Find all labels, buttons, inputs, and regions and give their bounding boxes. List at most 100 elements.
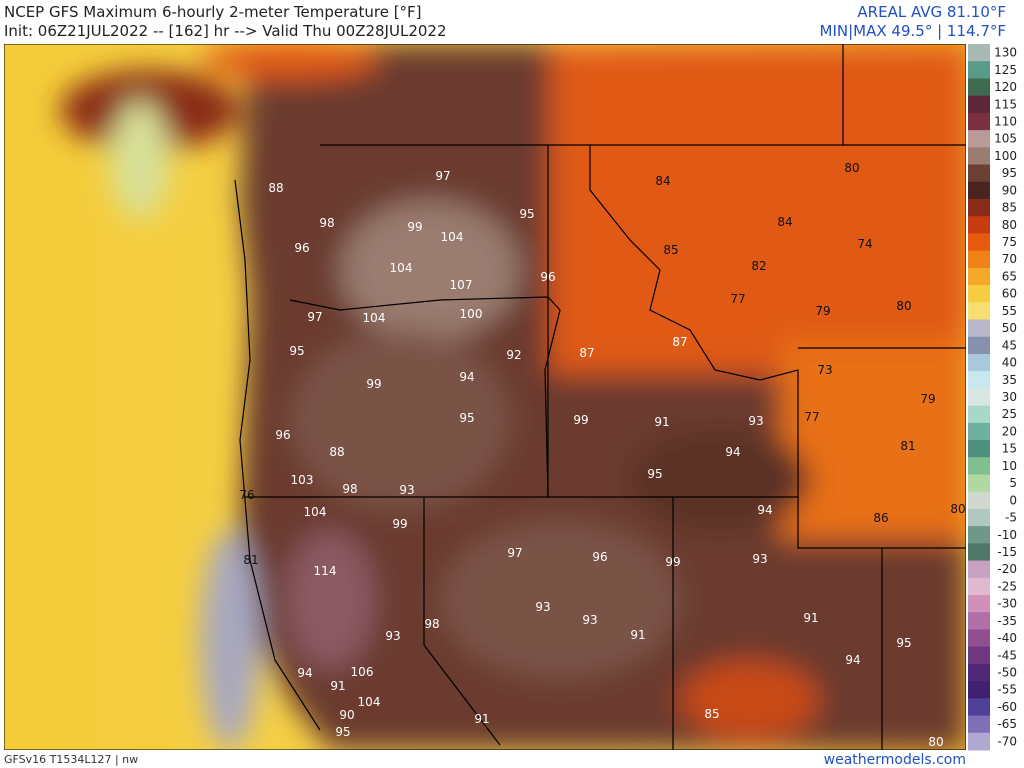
colorbar: 1301251201151101051009590858075706560555… (968, 44, 1017, 751)
temperature-label: 96 (294, 241, 309, 255)
temperature-label: 94 (297, 666, 312, 680)
temperature-label: 93 (385, 629, 400, 643)
temperature-label: 84 (777, 215, 792, 229)
colorbar-swatch (968, 164, 990, 183)
colorbar-swatch (968, 285, 990, 303)
colorbar-label: 5 (1009, 476, 1017, 490)
colorbar-label: 110 (994, 114, 1017, 128)
colorbar-swatch (968, 474, 990, 493)
temperature-label: 99 (407, 220, 422, 234)
temperature-label: 74 (857, 237, 872, 251)
temperature-label: 99 (665, 555, 680, 569)
temperature-label: 97 (307, 310, 322, 324)
temperature-label: 88 (329, 445, 344, 459)
temperature-label: 104 (304, 505, 327, 519)
colorbar-swatch (968, 95, 990, 114)
colorbar-label: 45 (1002, 338, 1017, 352)
model-info: GFSv16 T1534L127 | nw (4, 753, 138, 766)
colorbar-swatch (968, 112, 990, 131)
temperature-label: 106 (351, 665, 374, 679)
temperature-label: 98 (319, 216, 334, 230)
site-link[interactable]: weathermodels.com (824, 752, 966, 768)
init-line: Init: 06Z21JUL2022 -- [162] hr --> Valid… (4, 22, 447, 40)
temperature-label: 96 (592, 550, 607, 564)
temperature-label: 88 (268, 181, 283, 195)
temperature-label: 93 (535, 600, 550, 614)
temperature-label: 80 (928, 735, 943, 749)
colorbar-label: 40 (1002, 356, 1017, 370)
colorbar-swatch (968, 543, 990, 562)
temperature-label: 93 (582, 613, 597, 627)
borders (234, 44, 966, 750)
colorbar-swatch (968, 250, 990, 269)
temperature-label: 76 (239, 488, 254, 502)
colorbar-label: 75 (1002, 235, 1017, 249)
colorbar-label: 90 (1002, 183, 1017, 197)
temperature-label: 86 (873, 511, 888, 525)
temperature-label: 107 (450, 278, 473, 292)
temperature-label: 91 (330, 679, 345, 693)
temperature-label: 95 (896, 636, 911, 650)
temperature-label: 98 (424, 617, 439, 631)
colorbar-label: 25 (1002, 407, 1017, 421)
colorbar-label: -25 (997, 579, 1017, 593)
temperature-label: 97 (435, 169, 450, 183)
temperature-label: 79 (920, 392, 935, 406)
colorbar-label: -35 (997, 614, 1017, 628)
colorbar-swatch (968, 612, 990, 630)
colorbar-label: 20 (1002, 424, 1017, 438)
colorbar-label: 60 (1002, 287, 1017, 301)
colorbar-label: 115 (994, 97, 1017, 111)
temperature-label: 94 (757, 503, 772, 517)
colorbar-swatch (968, 595, 990, 613)
colorbar-swatch (968, 491, 990, 510)
temperature-label: 96 (540, 270, 555, 284)
colorbar-swatch (968, 457, 990, 475)
colorbar-label: -55 (997, 683, 1017, 697)
temperature-label: 82 (751, 259, 766, 273)
colorbar-label: 125 (994, 63, 1017, 77)
colorbar-swatch (968, 44, 990, 62)
colorbar-swatch (968, 130, 990, 148)
colorbar-swatch (968, 198, 990, 217)
temperature-label: 93 (752, 552, 767, 566)
temperature-label: 77 (804, 410, 819, 424)
temperature-label: 103 (291, 473, 314, 487)
temperature-label: 95 (519, 207, 534, 221)
colorbar-label: -60 (997, 700, 1017, 714)
colorbar-swatch (968, 422, 990, 441)
colorbar-label: 80 (1002, 218, 1017, 232)
temperature-label: 95 (335, 725, 350, 739)
min-max: MIN|MAX 49.5° | 114.7°F (820, 22, 1006, 40)
colorbar-swatch (968, 388, 990, 407)
colorbar-label: -70 (997, 734, 1017, 748)
colorbar-label: 105 (994, 132, 1017, 146)
temperature-label: 80 (950, 502, 965, 516)
temperature-label: 80 (896, 299, 911, 313)
colorbar-swatch (968, 353, 990, 372)
colorbar-label: 10 (1002, 459, 1017, 473)
colorbar-swatch (968, 336, 990, 355)
colorbar-swatch (968, 267, 990, 286)
temperature-label: 91 (654, 415, 669, 429)
colorbar-label: -10 (997, 528, 1017, 542)
temperature-label: 98 (342, 482, 357, 496)
temperature-label: 90 (339, 708, 354, 722)
colorbar-label: 65 (1002, 269, 1017, 283)
temperature-label: 96 (275, 428, 290, 442)
colorbar-swatch (968, 681, 990, 699)
temperature-label: 93 (399, 483, 414, 497)
colorbar-swatch (968, 698, 990, 717)
temperature-label: 80 (844, 161, 859, 175)
colorbar-label: 130 (994, 46, 1017, 60)
temperature-label: 100 (460, 307, 483, 321)
temperature-label: 97 (507, 546, 522, 560)
temperature-label: 91 (803, 611, 818, 625)
temperature-label: 79 (815, 304, 830, 318)
temperature-label: 93 (748, 414, 763, 428)
colorbar-label: -5 (1005, 511, 1017, 525)
temperature-label: 94 (845, 653, 860, 667)
colorbar-label: -40 (997, 631, 1017, 645)
colorbar-swatch (968, 371, 990, 389)
